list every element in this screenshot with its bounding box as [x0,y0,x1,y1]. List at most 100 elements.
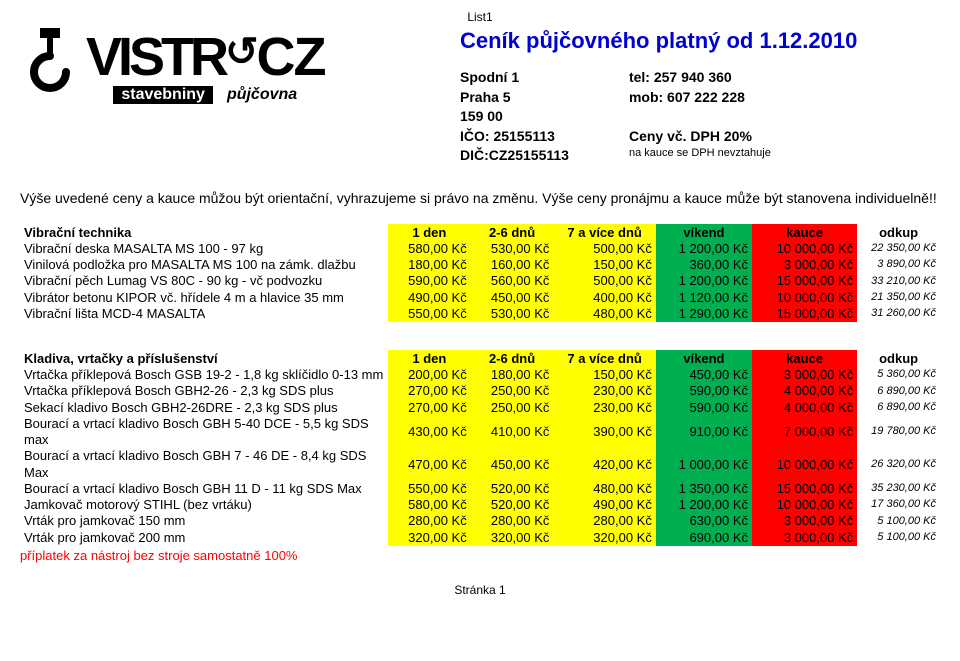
price-7vice: 480,00 Kč [553,481,655,497]
price-vikend: 1 120,00 Kč [656,290,752,306]
price-26dnu: 560,00 Kč [471,273,554,289]
price-1den: 270,00 Kč [388,400,471,416]
price-7vice: 420,00 Kč [553,448,655,481]
col-7vice: 7 a více dnů [553,224,655,241]
price-1den: 200,00 Kč [388,367,471,383]
price-vikend: 450,00 Kč [656,367,752,383]
price-kauce: 15 000,00 Kč [752,273,857,289]
col-odkup: odkup [857,224,940,241]
price-26dnu: 320,00 Kč [471,530,554,546]
price-vikend: 590,00 Kč [656,400,752,416]
price-odkup: 5 100,00 Kč [857,530,940,546]
table-header-row: Vibrační technika 1 den 2-6 dnů 7 a více… [20,224,940,241]
price-26dnu: 520,00 Kč [471,497,554,513]
price-odkup: 26 320,00 Kč [857,448,940,481]
table-row: Vrtačka příklepová Bosch GSB 19-2 - 1,8 … [20,367,940,383]
table-row: Bourací a vrtací kladivo Bosch GBH 11 D … [20,481,940,497]
table-vibracni: Vibrační technika 1 den 2-6 dnů 7 a více… [20,224,940,322]
price-odkup: 5 100,00 Kč [857,513,940,529]
price-vikend: 1 200,00 Kč [656,273,752,289]
mob: mob: 607 222 228 [629,88,771,108]
contact-info: tel: 257 940 360 mob: 607 222 228 Ceny v… [629,68,771,166]
item-name: Vrtačka příklepová Bosch GSB 19-2 - 1,8 … [20,367,388,383]
price-kauce: 10 000,00 Kč [752,290,857,306]
price-odkup: 19 780,00 Kč [857,416,940,449]
item-name: Vibrační deska MASALTA MS 100 - 97 kg [20,241,388,257]
price-odkup: 17 360,00 Kč [857,497,940,513]
price-1den: 580,00 Kč [388,241,471,257]
price-26dnu: 160,00 Kč [471,257,554,273]
price-26dnu: 450,00 Kč [471,448,554,481]
info-grid: Spodní 1 Praha 5 159 00 IČO: 25155113 DI… [460,68,940,166]
price-1den: 550,00 Kč [388,306,471,322]
price-7vice: 390,00 Kč [553,416,655,449]
price-vikend: 1 200,00 Kč [656,497,752,513]
price-7vice: 150,00 Kč [553,367,655,383]
brand-name: VISTR↺CZ [86,30,325,84]
section2-title: Kladiva, vrtačky a příslušenství [20,350,388,367]
item-name: Vibrační lišta MCD-4 MASALTA [20,306,388,322]
price-kauce: 10 000,00 Kč [752,448,857,481]
table-row: Bourací a vrtací kladivo Bosch GBH 7 - 4… [20,448,940,481]
price-7vice: 280,00 Kč [553,513,655,529]
col-kauce: kauce [752,350,857,367]
price-26dnu: 250,00 Kč [471,383,554,399]
table-row: Vrták pro jamkovač 150 mm280,00 Kč280,00… [20,513,940,529]
table-row: Vrták pro jamkovač 200 mm 320,00 Kč320,00… [20,530,940,546]
price-26dnu: 520,00 Kč [471,481,554,497]
price-odkup: 6 890,00 Kč [857,383,940,399]
addr2: Praha 5 [460,88,569,108]
price-odkup: 21 350,00 Kč [857,290,940,306]
price-kauce: 3 000,00 Kč [752,513,857,529]
price-vikend: 630,00 Kč [656,513,752,529]
price-7vice: 320,00 Kč [553,530,655,546]
addr1: Spodní 1 [460,68,569,88]
price-odkup: 31 260,00 Kč [857,306,940,322]
price-26dnu: 180,00 Kč [471,367,554,383]
table-header-row: Kladiva, vrtačky a příslušenství 1 den 2… [20,350,940,367]
price-kauce: 7 000,00 Kč [752,416,857,449]
price-kauce: 10 000,00 Kč [752,241,857,257]
price-7vice: 500,00 Kč [553,273,655,289]
vat: Ceny vč. DPH 20% [629,127,771,147]
table-row: Jamkovač motorový STIHL (bez vrtáku)580,… [20,497,940,513]
price-7vice: 150,00 Kč [553,257,655,273]
price-kauce: 15 000,00 Kč [752,306,857,322]
price-1den: 280,00 Kč [388,513,471,529]
price-kauce: 15 000,00 Kč [752,481,857,497]
table-row: Bourací a vrtací kladivo Bosch GBH 5-40 … [20,416,940,449]
price-odkup: 5 360,00 Kč [857,367,940,383]
header: VISTR↺CZ stavebniny půjčovna Ceník půjčo… [20,28,940,166]
col-vikend: víkend [656,350,752,367]
price-vikend: 910,00 Kč [656,416,752,449]
price-1den: 180,00 Kč [388,257,471,273]
table-row: Sekací kladivo Bosch GBH2-26DRE - 2,3 kg… [20,400,940,416]
price-odkup: 3 890,00 Kč [857,257,940,273]
price-7vice: 480,00 Kč [553,306,655,322]
hook-icon [20,28,80,106]
price-vikend: 360,00 Kč [656,257,752,273]
table-row: Vibrátor betonu KIPOR vč. hřídele 4 m a … [20,290,940,306]
price-26dnu: 250,00 Kč [471,400,554,416]
price-vikend: 1 000,00 Kč [656,448,752,481]
price-1den: 580,00 Kč [388,497,471,513]
item-name: Sekací kladivo Bosch GBH2-26DRE - 2,3 kg… [20,400,388,416]
price-26dnu: 280,00 Kč [471,513,554,529]
price-vikend: 1 200,00 Kč [656,241,752,257]
table-row: Vinilová podložka pro MASALTA MS 100 na … [20,257,940,273]
price-26dnu: 530,00 Kč [471,241,554,257]
page-label-top: List1 [20,10,940,24]
item-name: Vrták pro jamkovač 200 mm [20,530,388,546]
logo: VISTR↺CZ stavebniny půjčovna [20,28,460,106]
col-1den: 1 den [388,350,471,367]
dic: DIČ:CZ25155113 [460,146,569,166]
item-name: Bourací a vrtací kladivo Bosch GBH 11 D … [20,481,388,497]
price-odkup: 33 210,00 Kč [857,273,940,289]
price-7vice: 230,00 Kč [553,400,655,416]
item-name: Vrtačka příklepová Bosch GBH2-26 - 2,3 k… [20,383,388,399]
item-name: Bourací a vrtací kladivo Bosch GBH 7 - 4… [20,448,388,481]
col-vikend: víkend [656,224,752,241]
vat-note: na kauce se DPH nevztahuje [629,146,771,161]
col-kauce: kauce [752,224,857,241]
addendum-text: příplatek za nástroj bez stroje samostat… [20,548,940,563]
